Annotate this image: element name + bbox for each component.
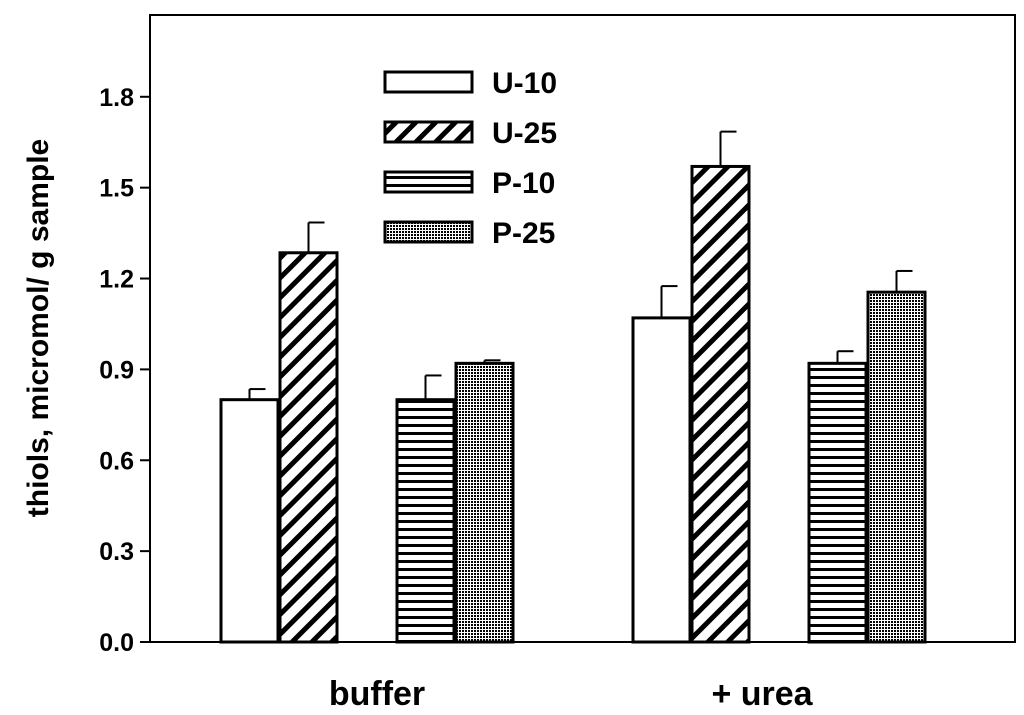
x-category-label: buffer — [329, 675, 425, 713]
legend-label-u-10: U-10 — [492, 67, 557, 100]
bar-p-25-urea — [866, 290, 927, 644]
legend-label-p-25: P-25 — [492, 217, 555, 250]
bar-p-10-buffer — [395, 398, 456, 644]
y-axis-ticks: 0.0 0.3 0.6 0.9 1.2 1.5 1.8 — [99, 84, 150, 657]
bar-u-25-urea — [690, 164, 751, 644]
y-tick-label: 1.2 — [99, 266, 134, 294]
plot-frame — [149, 14, 1016, 643]
y-axis-title: thiols, micromol/ g sample — [22, 139, 55, 517]
bar-p-10-urea — [807, 361, 868, 644]
y-tick-label: 0.3 — [99, 538, 134, 566]
bar-p-25-buffer — [454, 361, 515, 644]
bar-u-25-buffer — [278, 251, 339, 644]
legend-swatch-u-10 — [383, 70, 474, 94]
y-tick-label: 0.0 — [99, 629, 134, 657]
bar-u-10-buffer — [219, 398, 280, 644]
legend-swatch-p-25 — [383, 220, 474, 244]
legend-swatch-p-10 — [383, 170, 474, 194]
legend-label-u-25: U-25 — [492, 117, 557, 150]
y-tick-label: 1.8 — [99, 84, 134, 112]
y-tick-label: 1.5 — [99, 175, 134, 203]
y-tick-label: 0.9 — [99, 356, 134, 384]
y-tick-label: 0.6 — [99, 447, 134, 475]
legend-swatch-u-25 — [383, 120, 474, 144]
bar-u-10-urea — [631, 316, 692, 644]
x-axis-labels: buffer + urea — [329, 675, 814, 713]
x-category-label: + urea — [711, 675, 813, 713]
legend: U-10 U-25 P-10 P-25 — [383, 67, 557, 250]
legend-label-p-10: P-10 — [492, 167, 555, 200]
bars-group — [219, 130, 927, 644]
